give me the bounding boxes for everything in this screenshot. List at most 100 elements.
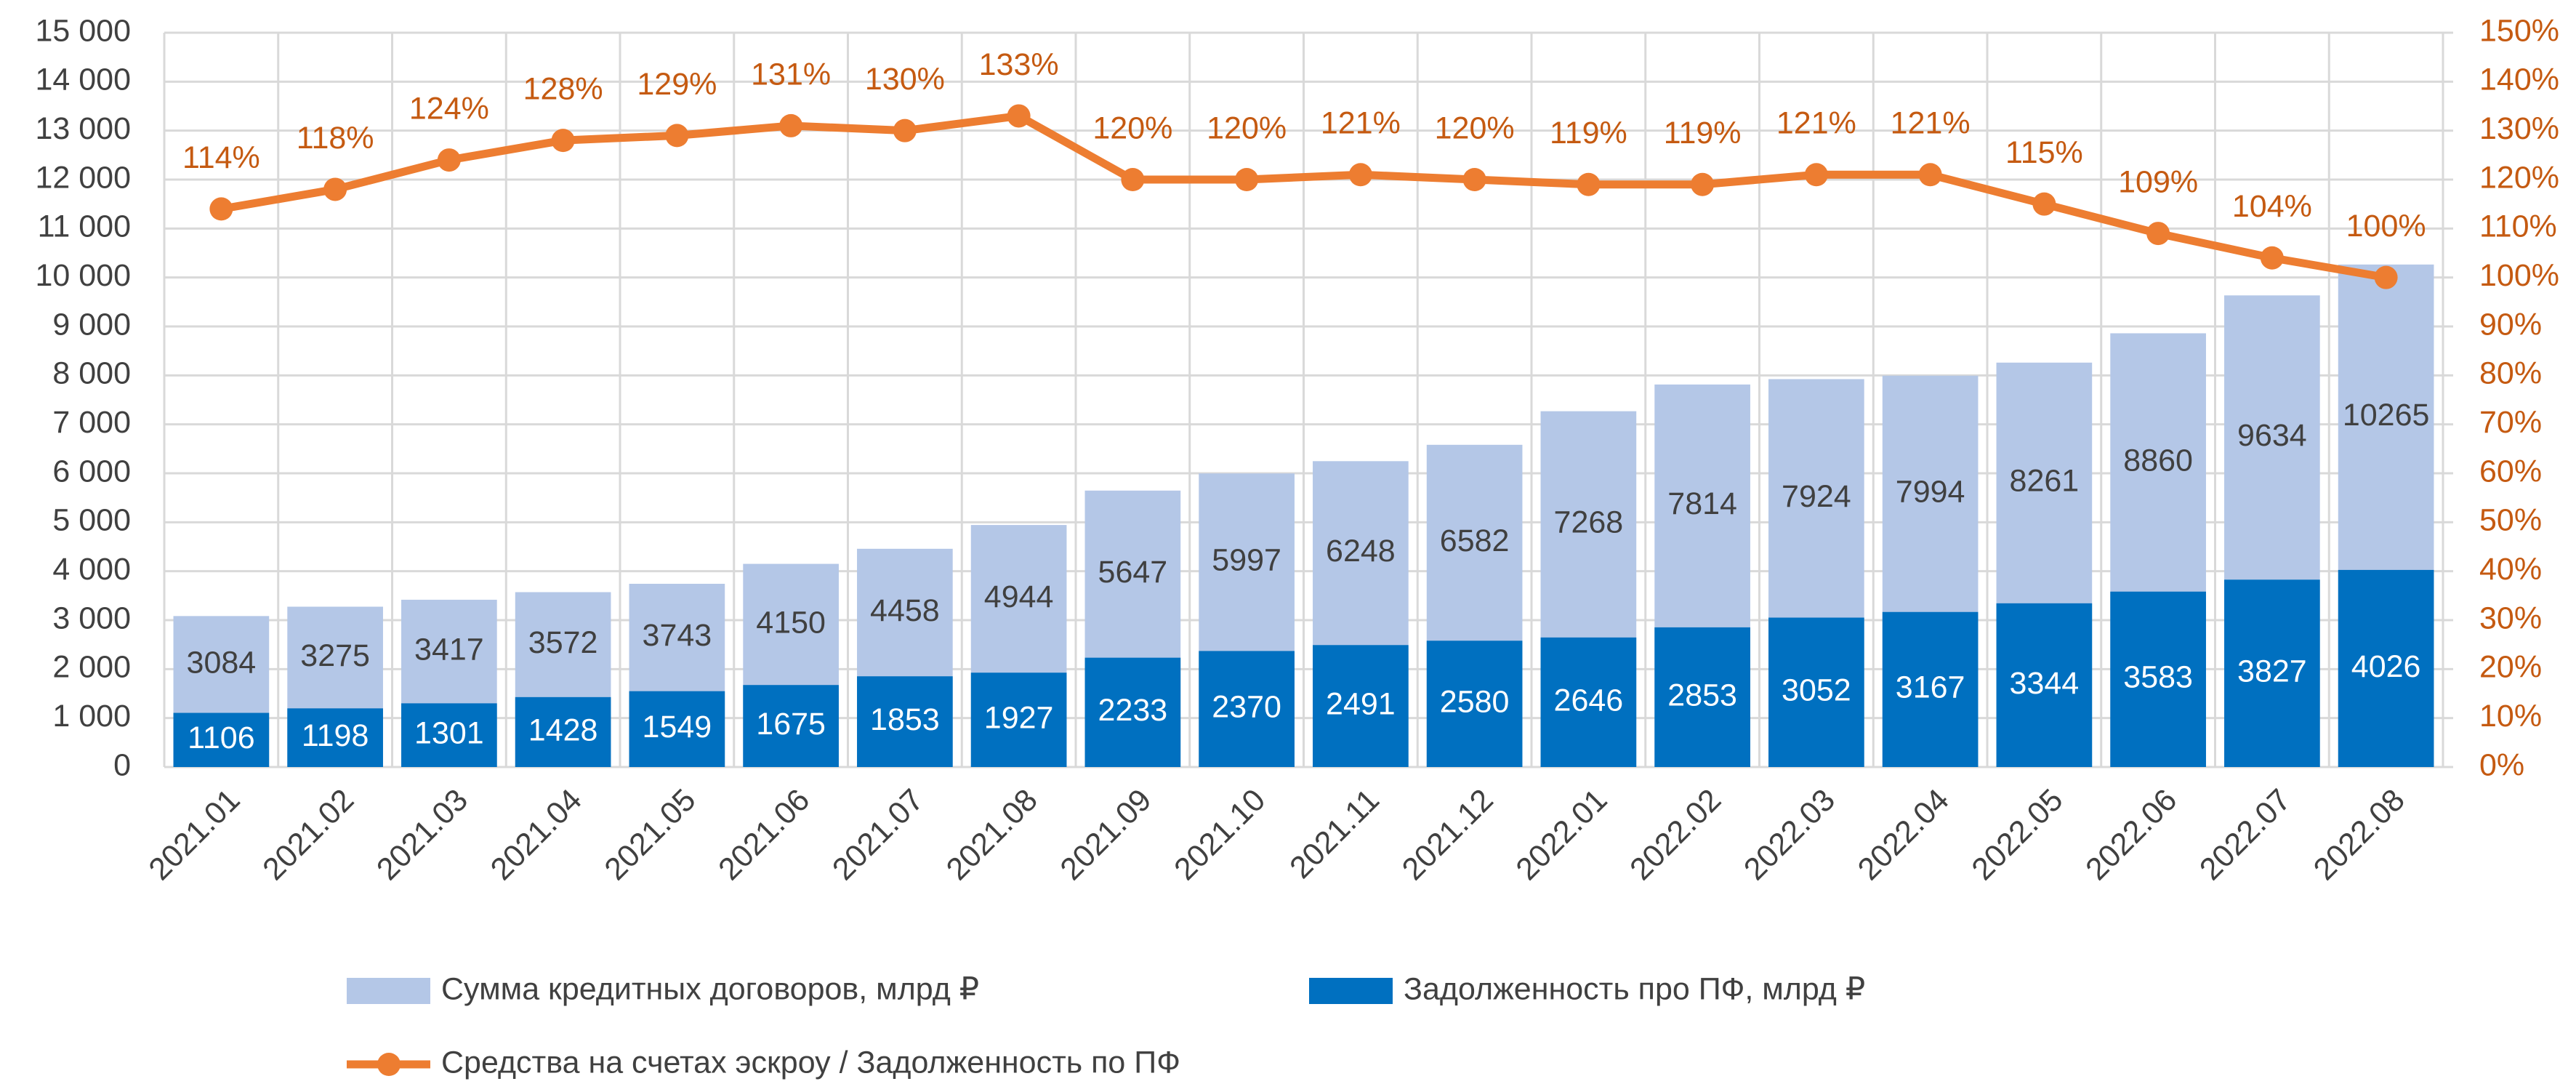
marker bbox=[437, 148, 461, 172]
marker bbox=[665, 124, 689, 148]
y2-tick-label: 130% bbox=[2479, 111, 2559, 146]
x-tick-label: 2021.10 bbox=[1167, 782, 1272, 887]
y2-tick-label: 110% bbox=[2479, 209, 2557, 244]
data-label: 8261 bbox=[2010, 464, 2080, 499]
marker bbox=[1577, 172, 1601, 196]
line-label: 120% bbox=[1207, 111, 1287, 145]
data-label: 6248 bbox=[1326, 534, 1396, 569]
marker bbox=[1804, 163, 1828, 187]
x-tick-label: 2022.05 bbox=[1965, 782, 2070, 887]
line-label: 119% bbox=[1664, 116, 1742, 150]
y2-tick-label: 20% bbox=[2479, 650, 2542, 685]
bar bbox=[1996, 603, 2093, 767]
legend-label: Сумма кредитных договоров, млрд ₽ bbox=[441, 971, 979, 1006]
line-label: 109% bbox=[2118, 164, 2198, 199]
y-tick-label: 7 000 bbox=[52, 405, 131, 440]
line-label: 104% bbox=[2232, 189, 2312, 224]
marker bbox=[1691, 172, 1715, 196]
marker bbox=[2032, 192, 2056, 216]
line-label: 121% bbox=[1321, 106, 1401, 141]
y2-tick-label: 140% bbox=[2479, 63, 2559, 97]
line-label: 120% bbox=[1092, 111, 1172, 145]
data-label: 4026 bbox=[2351, 649, 2421, 684]
marker bbox=[551, 129, 575, 153]
x-tick-label: 2022.01 bbox=[1510, 782, 1614, 887]
data-label: 3572 bbox=[528, 625, 598, 660]
line-label: 124% bbox=[409, 91, 489, 126]
bar bbox=[2338, 569, 2434, 767]
data-label: 1301 bbox=[414, 716, 484, 751]
data-label: 1106 bbox=[188, 720, 254, 755]
x-tick-label: 2022.07 bbox=[2193, 782, 2298, 887]
marker bbox=[893, 119, 917, 142]
line-label: 120% bbox=[1435, 111, 1515, 145]
data-label: 1853 bbox=[870, 702, 940, 737]
x-tick-label: 2021.05 bbox=[598, 782, 703, 887]
data-label: 9634 bbox=[2237, 418, 2307, 453]
x-tick-label: 2022.06 bbox=[2079, 782, 2183, 887]
y-tick-label: 2 000 bbox=[52, 650, 131, 685]
line-label: 121% bbox=[1776, 106, 1856, 141]
marker bbox=[1348, 163, 1372, 187]
marker bbox=[2374, 265, 2398, 289]
y-tick-label: 13 000 bbox=[35, 111, 131, 146]
y-tick-label: 15 000 bbox=[35, 13, 131, 48]
bar bbox=[1882, 611, 1979, 767]
y2-tick-label: 70% bbox=[2479, 405, 2542, 440]
marker bbox=[323, 177, 347, 201]
line-label: 118% bbox=[297, 121, 374, 156]
bar bbox=[1313, 645, 1409, 767]
bar bbox=[970, 673, 1067, 767]
y-tick-label: 4 000 bbox=[52, 552, 131, 587]
bar bbox=[1540, 637, 1637, 767]
line-label: 131% bbox=[751, 57, 831, 92]
bar bbox=[743, 685, 839, 767]
y-tick-label: 11 000 bbox=[38, 209, 131, 244]
data-label: 3167 bbox=[1896, 670, 1965, 705]
data-label: 3084 bbox=[187, 645, 257, 680]
line-label: 115% bbox=[2005, 135, 2083, 170]
x-tick-label: 2021.11 bbox=[1283, 782, 1386, 886]
marker bbox=[1235, 168, 1259, 191]
bar bbox=[1768, 617, 1864, 767]
data-label: 1428 bbox=[528, 712, 598, 747]
legend-label: Задолженность про ПФ, млрд ₽ bbox=[1404, 971, 1865, 1006]
data-label: 3417 bbox=[414, 633, 484, 667]
data-label: 7814 bbox=[1667, 486, 1737, 521]
line-label: 128% bbox=[523, 71, 603, 106]
data-label: 2580 bbox=[1440, 684, 1510, 719]
y-tick-label: 3 000 bbox=[52, 601, 131, 635]
y-tick-label: 8 000 bbox=[52, 356, 131, 391]
bar bbox=[287, 708, 383, 767]
y-tick-label: 14 000 bbox=[35, 63, 131, 97]
legend-swatch bbox=[347, 978, 430, 1004]
y-tick-label: 6 000 bbox=[52, 454, 131, 489]
bar bbox=[515, 696, 611, 767]
x-tick-label: 2022.02 bbox=[1623, 782, 1728, 887]
y-tick-label: 10 000 bbox=[35, 258, 131, 293]
data-label: 5997 bbox=[1212, 543, 1281, 578]
x-tick-label: 2021.04 bbox=[484, 782, 589, 887]
data-label: 1198 bbox=[302, 718, 369, 753]
data-label: 7924 bbox=[1782, 479, 1851, 514]
data-label: 3743 bbox=[643, 618, 712, 653]
data-label: 2233 bbox=[1098, 693, 1168, 728]
line-label: 114% bbox=[182, 140, 260, 175]
line-label: 129% bbox=[637, 67, 717, 102]
line-label: 130% bbox=[865, 62, 945, 97]
x-tick-label: 2021.02 bbox=[256, 782, 361, 887]
y2-tick-label: 10% bbox=[2479, 699, 2542, 734]
data-label: 2491 bbox=[1326, 686, 1396, 721]
x-tick-label: 2021.08 bbox=[940, 782, 1045, 887]
data-label: 2370 bbox=[1212, 690, 1281, 725]
data-label: 7994 bbox=[1896, 475, 1965, 510]
data-label: 5647 bbox=[1098, 555, 1168, 590]
y2-tick-label: 40% bbox=[2479, 552, 2542, 587]
data-label: 3827 bbox=[2237, 654, 2307, 689]
data-label: 8860 bbox=[2123, 443, 2193, 478]
data-label: 7268 bbox=[1554, 505, 1624, 540]
x-tick-label: 2022.08 bbox=[2307, 782, 2412, 887]
marker bbox=[1918, 163, 1942, 187]
data-label: 1927 bbox=[984, 700, 1054, 735]
